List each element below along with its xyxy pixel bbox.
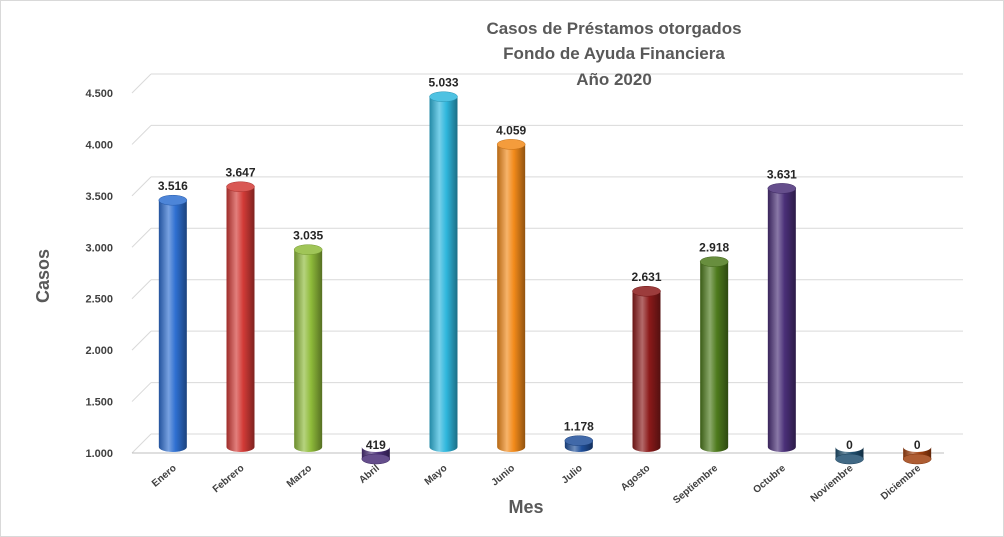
bar-top-febrero (226, 181, 255, 192)
bar-agosto (632, 291, 661, 453)
x-tick-label-octubre: Octubre (751, 463, 788, 496)
x-tick-label-agosto: Agosto (619, 463, 652, 494)
bar-top-abril (361, 453, 391, 465)
bar-top-mayo (429, 91, 458, 102)
x-tick-label-junio: Junio (490, 463, 518, 489)
bar-mayo (429, 96, 458, 453)
bars (158, 91, 932, 465)
y-tick-label: 4.500 (85, 88, 113, 100)
x-tick-label-marzo: Marzo (285, 463, 314, 490)
chart-title-line-1: Casos de Préstamos otorgados (486, 19, 741, 38)
y-tick-label: 2.000 (85, 345, 113, 357)
y-axis-ticks: 1.000 1.500 2.000 2.500 3.000 3.500 4.000 4.500 (85, 88, 113, 460)
bar-top-junio (496, 139, 526, 150)
y-tick-label: 1.500 (85, 397, 113, 409)
data-label-octubre: 3.631 (767, 167, 797, 181)
bar-febrero (226, 186, 255, 453)
y-tick-label: 2.500 (85, 294, 113, 306)
data-label-diciembre: 0 (914, 438, 921, 452)
bar-junio (497, 144, 526, 453)
data-labels: 3.516 3.647 3.035 419 5.033 4.059 1.178 2.631 2.… (158, 76, 921, 452)
data-label-junio: 4.059 (496, 123, 526, 137)
data-label-enero: 3.516 (158, 179, 188, 193)
y-axis-title: Casos (33, 249, 53, 303)
bar-top-diciembre (902, 453, 932, 465)
data-label-febrero: 3.647 (225, 166, 255, 180)
gridline-side (131, 73, 152, 94)
x-tick-label-mayo: Mayo (423, 463, 450, 488)
gridline-side (131, 176, 152, 197)
gridline-side (131, 382, 152, 402)
data-label-abril: 419 (366, 438, 386, 452)
gridline-side (131, 433, 152, 454)
y-tick-label: 4.000 (85, 139, 113, 151)
x-axis-title: Mes (508, 497, 543, 517)
bar-top-enero (158, 194, 188, 206)
data-label-julio: 1.178 (564, 420, 594, 434)
bar-top-marzo (293, 244, 323, 255)
bar-marzo (294, 249, 323, 453)
bar-enero (158, 200, 187, 453)
y-tick-label: 1.000 (85, 448, 113, 460)
chart-title-line-2: Fondo de Ayuda Financiera (503, 44, 725, 63)
x-tick-label-noviembre: Noviembre (809, 463, 856, 505)
gridline-side (131, 227, 152, 248)
x-tick-label-septiembre: Septiembre (671, 463, 720, 507)
gridline-side (131, 279, 152, 300)
x-tick-label-febrero: Febrero (211, 463, 247, 495)
y-tick-label: 3.500 (85, 191, 113, 203)
data-label-agosto: 2.631 (631, 270, 661, 284)
bar-top-septiembre (699, 256, 729, 267)
data-label-mayo: 5.033 (428, 76, 458, 90)
bar-top-julio (564, 435, 594, 446)
x-tick-label-enero: Enero (150, 463, 179, 490)
x-tick-label-abril: Abril (357, 463, 382, 486)
bar-septiembre (700, 261, 729, 453)
bar-octubre (767, 188, 796, 453)
gridline-side (131, 125, 152, 145)
chart-title-line-3: Año 2020 (576, 70, 652, 89)
bar-top-noviembre (835, 453, 864, 465)
bar-top-octubre (767, 183, 797, 194)
data-label-noviembre: 0 (846, 438, 853, 452)
data-label-marzo: 3.035 (293, 229, 323, 243)
x-tick-label-julio: Julio (560, 463, 585, 486)
gridline-side (131, 330, 152, 351)
x-tick-label-diciembre: Diciembre (879, 463, 923, 503)
data-label-septiembre: 2.918 (699, 241, 729, 255)
y-tick-label: 3.000 (85, 242, 113, 254)
bar-top-agosto (632, 285, 661, 297)
gridlines (131, 73, 963, 454)
